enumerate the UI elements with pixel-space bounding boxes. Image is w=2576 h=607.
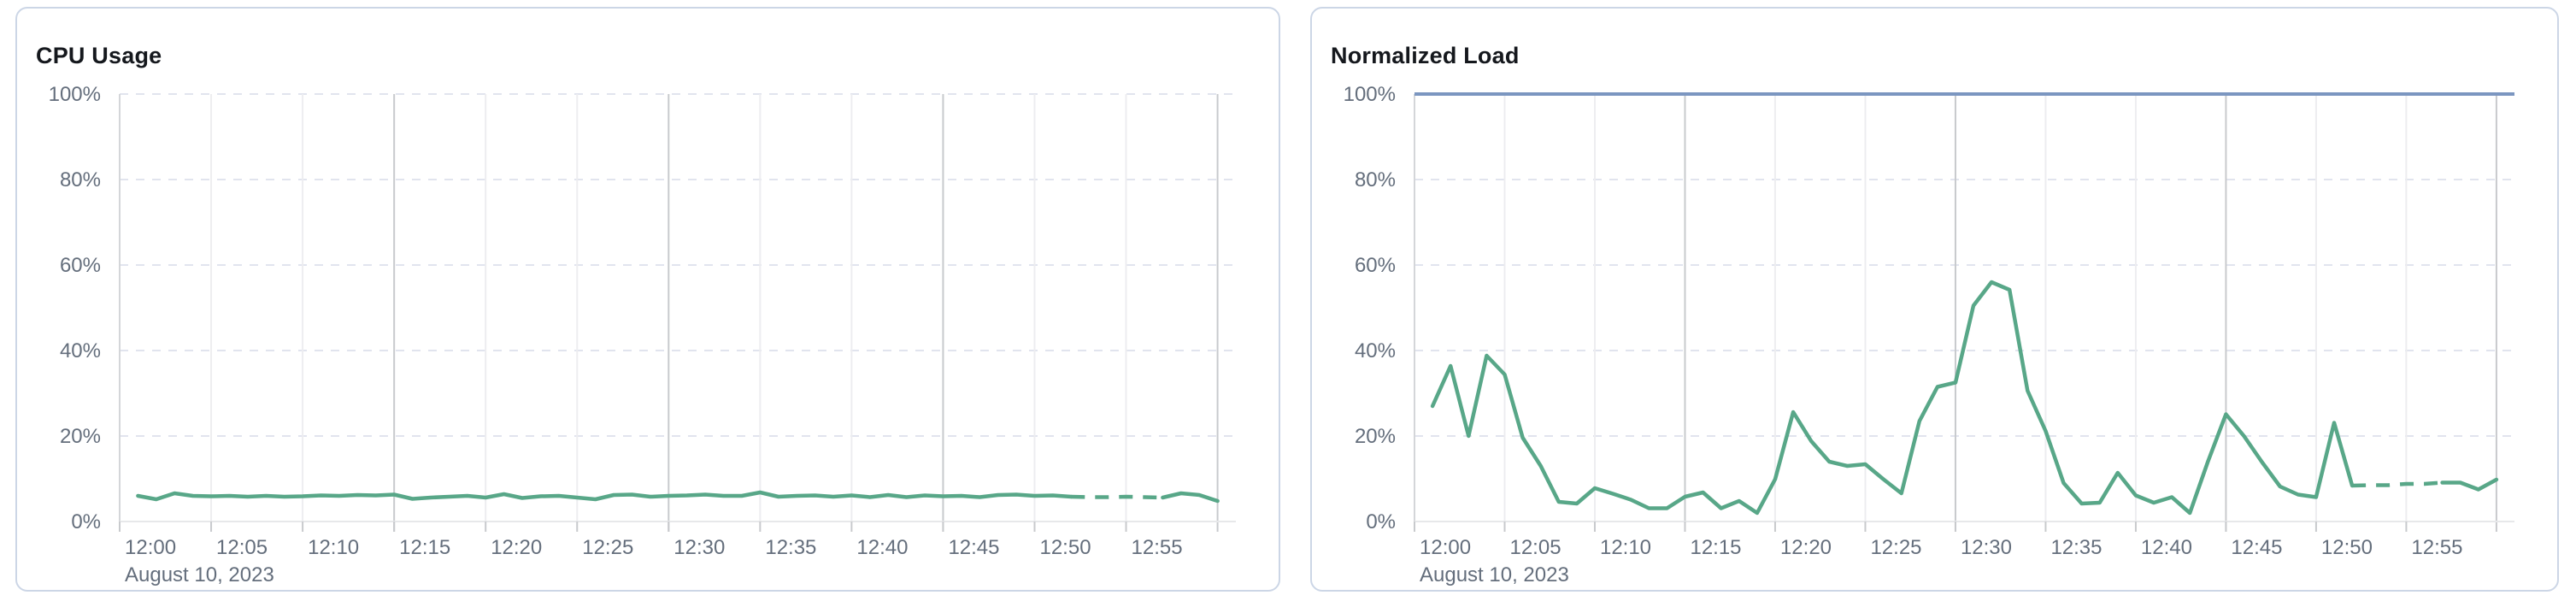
y-tick-label: 80% — [1355, 168, 1396, 192]
y-tick-label: 100% — [1344, 83, 1396, 106]
x-tick-label: 12:45 — [948, 536, 999, 559]
cpu-usage-svg: 0%20%40%60%80%100%12:00 12:05 12:10 12:15 12… — [49, 83, 1236, 586]
x-tick-label: 12:20 — [1780, 536, 1832, 559]
y-tick-label: 80% — [60, 168, 101, 192]
x-axis-date-label: August 10, 2023 — [125, 563, 274, 586]
x-tick-label: 12:35 — [765, 536, 816, 559]
x-tick-label: 12:30 — [673, 536, 725, 559]
x-tick-label: 12:35 — [2050, 536, 2102, 559]
x-tick-label: 12:40 — [2141, 536, 2192, 559]
x-axis-labels: 12:00 12:05 12:10 12:15 12:20 12:25 12:30 12:35… — [1420, 536, 2462, 586]
x-tick-label: 12:40 — [856, 536, 908, 559]
x-tick-label: 12:10 — [1600, 536, 1651, 559]
x-tick-label: 12:00 — [1420, 536, 1471, 559]
x-tick-label: 12:25 — [582, 536, 633, 559]
x-tick-label: 12:10 — [308, 536, 359, 559]
x-tick-label: 12:55 — [2411, 536, 2462, 559]
x-tick-label: 12:30 — [1961, 536, 2012, 559]
x-tick-label: 12:15 — [1690, 536, 1741, 559]
y-tick-label: 60% — [1355, 254, 1396, 277]
x-tick-label: 12:05 — [216, 536, 268, 559]
cpu-usage-line — [136, 490, 1220, 504]
x-tick-label: 12:50 — [2321, 536, 2373, 559]
y-tick-label: 40% — [60, 339, 101, 362]
y-axis-labels: 0% 20% 40% 60% 80% 100% — [49, 83, 101, 533]
x-tick-label: 12:05 — [1509, 536, 1561, 559]
normalized-load-line — [1430, 280, 2499, 516]
grid — [1414, 93, 2514, 532]
y-tick-label: 20% — [60, 425, 101, 448]
chart-title-normalized-load: Normalized Load — [1331, 43, 1520, 69]
chart-card-normalized-load: 0% 20% 40% 60% 80% 100% 12:00 12:05 12:10 12:15 12… — [1310, 7, 2559, 592]
normalized-load-chart[interactable]: 0% 20% 40% 60% 80% 100% 12:00 12:05 12:10 12:15 12… — [1312, 9, 2557, 590]
y-tick-label: 0% — [71, 510, 101, 533]
x-tick-label: 12:20 — [491, 536, 542, 559]
grid — [119, 93, 1236, 532]
chart-card-cpu-usage: 0% 20% 40% 60% 80% 100% 12:00 12:05 12:10 12:15 12… — [15, 7, 1280, 592]
y-tick-label: 40% — [1355, 339, 1396, 362]
y-tick-label: 60% — [60, 254, 101, 277]
x-tick-label: 12:25 — [1870, 536, 1921, 559]
x-tick-label: 12:55 — [1132, 536, 1183, 559]
y-tick-label: 0% — [1366, 510, 1396, 533]
x-axis-labels: 12:00 12:05 12:10 12:15 12:20 12:25 12:30 12:35… — [125, 536, 1183, 586]
x-tick-label: 12:00 — [125, 536, 176, 559]
x-tick-label: 12:15 — [399, 536, 450, 559]
x-tick-label: 12:45 — [2231, 536, 2282, 559]
y-tick-label: 100% — [49, 83, 101, 106]
y-tick-label: 20% — [1355, 425, 1396, 448]
x-axis-date-label: August 10, 2023 — [1420, 563, 1569, 586]
y-axis-labels: 0% 20% 40% 60% 80% 100% — [1344, 83, 1396, 533]
chart-title-cpu-usage: CPU Usage — [36, 43, 162, 69]
normalized-load-svg: 0%20%40%60%80%100%12:00 12:05 12:10 12:15 12… — [1344, 83, 2514, 586]
x-tick-label: 12:50 — [1039, 536, 1091, 559]
cpu-usage-chart[interactable]: 0% 20% 40% 60% 80% 100% 12:00 12:05 12:10 12:15 12… — [17, 9, 1279, 590]
